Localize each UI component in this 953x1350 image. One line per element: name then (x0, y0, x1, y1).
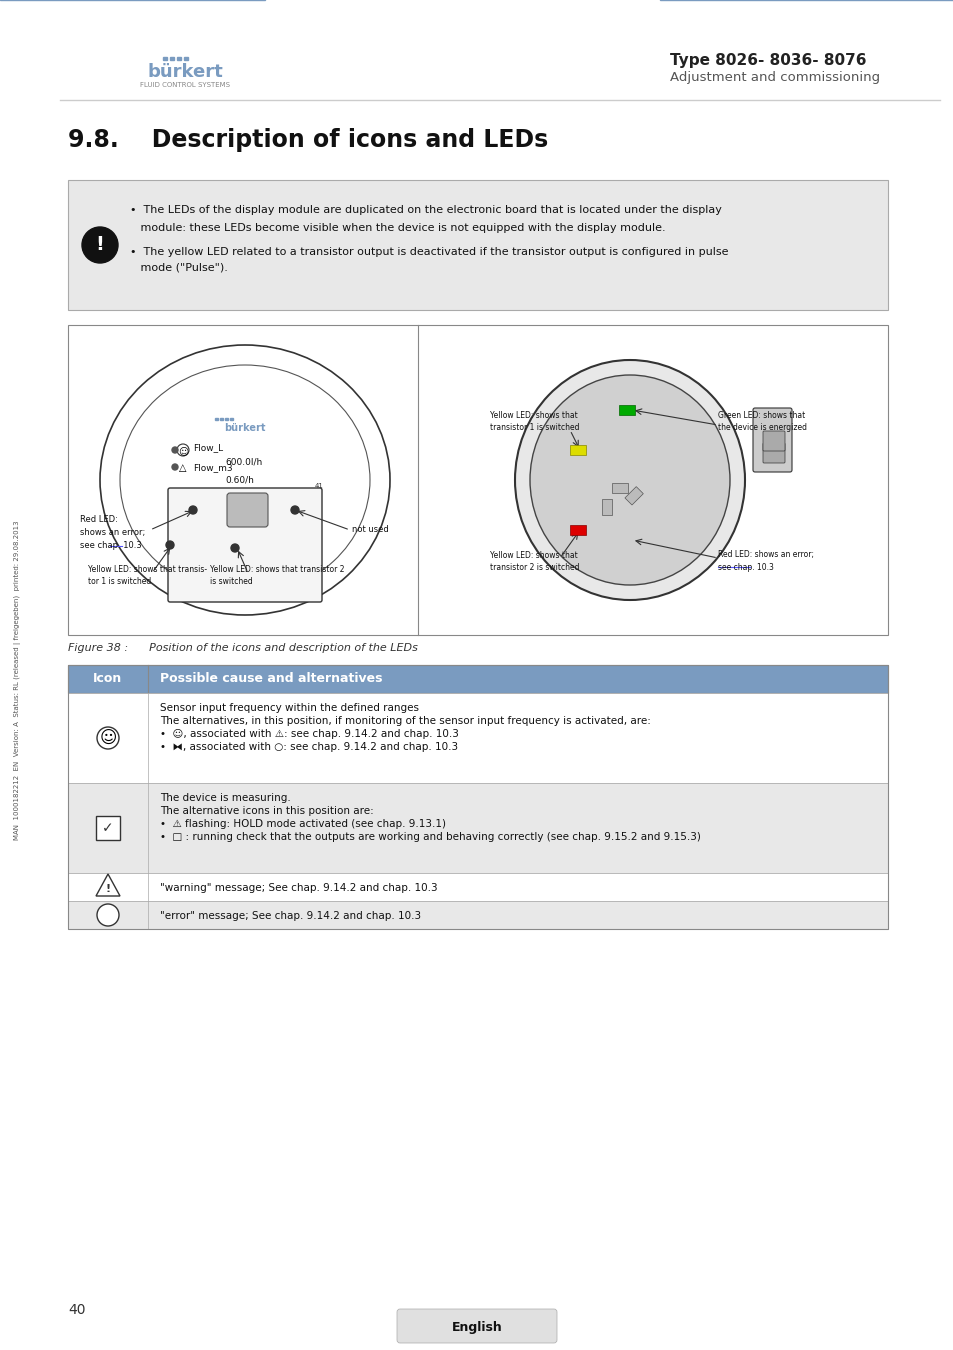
FancyBboxPatch shape (762, 431, 784, 451)
Text: Yellow LED: shows that: Yellow LED: shows that (490, 551, 578, 559)
Text: MAN  1000182212  EN  Version: A  Status: RL (released | freigegeben)  printed: 2: MAN 1000182212 EN Version: A Status: RL … (14, 520, 22, 840)
Circle shape (166, 541, 173, 549)
Text: Red LED:: Red LED: (80, 516, 118, 525)
Bar (214, 418, 218, 420)
FancyBboxPatch shape (752, 408, 791, 472)
Text: bürkert: bürkert (147, 63, 223, 81)
Text: Yellow LED: shows that transistor 2: Yellow LED: shows that transistor 2 (210, 566, 344, 575)
Text: "error" message; See chap. 9.14.2 and chap. 10.3: "error" message; See chap. 9.14.2 and ch… (160, 911, 420, 921)
Text: Icon: Icon (93, 672, 123, 686)
Bar (230, 418, 233, 420)
Bar (68, 900, 887, 929)
Text: The alternatives, in this position, if monitoring of the sensor input frequency : The alternatives, in this position, if m… (160, 716, 650, 726)
Bar (569, 446, 585, 455)
Polygon shape (96, 873, 120, 896)
Bar (68, 693, 887, 783)
Bar (68, 873, 887, 900)
Text: Flow_m3: Flow_m3 (193, 463, 233, 472)
Bar (184, 57, 188, 59)
Ellipse shape (515, 360, 744, 599)
Text: transistor 2 is switched: transistor 2 is switched (490, 563, 578, 571)
Ellipse shape (530, 375, 729, 585)
Text: Figure 38 :      Position of the icons and description of the LEDs: Figure 38 : Position of the icons and de… (68, 643, 417, 653)
Text: 600.0l/h: 600.0l/h (225, 458, 262, 467)
Text: △: △ (179, 463, 187, 472)
FancyBboxPatch shape (168, 487, 322, 602)
Bar (612, 483, 627, 493)
Text: Adjustment and commissioning: Adjustment and commissioning (669, 72, 880, 85)
Bar (68, 666, 887, 693)
Circle shape (189, 506, 196, 514)
Text: bürkert: bürkert (224, 423, 266, 433)
Bar (170, 57, 173, 59)
Text: Sensor input frequency within the defined ranges: Sensor input frequency within the define… (160, 703, 418, 713)
Circle shape (231, 544, 239, 552)
Text: English: English (451, 1320, 502, 1334)
Bar (163, 57, 167, 59)
Bar (177, 57, 181, 59)
Text: •  ☺, associated with ⚠: see chap. 9.14.2 and chap. 10.3: • ☺, associated with ⚠: see chap. 9.14.2… (160, 729, 458, 738)
FancyBboxPatch shape (396, 1310, 557, 1343)
Bar (569, 525, 585, 535)
Bar (601, 500, 612, 514)
Circle shape (172, 447, 178, 454)
Text: mode ("Pulse").: mode ("Pulse"). (130, 263, 228, 273)
Bar (96, 815, 120, 840)
Circle shape (172, 464, 178, 470)
FancyBboxPatch shape (68, 180, 887, 310)
Bar (624, 486, 642, 505)
Text: shows an error;: shows an error; (80, 528, 145, 537)
Text: !: ! (95, 235, 104, 255)
Bar (618, 405, 635, 414)
Text: "warning" message; See chap. 9.14.2 and chap. 10.3: "warning" message; See chap. 9.14.2 and … (160, 883, 437, 892)
Text: tor 1 is switched: tor 1 is switched (88, 578, 152, 586)
Text: Flow_L: Flow_L (193, 444, 223, 452)
Bar (68, 325, 887, 634)
Text: Green LED: shows that: Green LED: shows that (718, 410, 804, 420)
Text: 0.60/h: 0.60/h (225, 475, 253, 485)
Text: 40: 40 (68, 1303, 86, 1318)
Bar (225, 418, 228, 420)
Text: Yellow LED: shows that: Yellow LED: shows that (490, 410, 578, 420)
Circle shape (82, 227, 118, 263)
Text: is switched: is switched (210, 578, 253, 586)
Text: Type 8026- 8036- 8076: Type 8026- 8036- 8076 (669, 53, 865, 68)
Text: Possible cause and alternatives: Possible cause and alternatives (160, 672, 382, 686)
Text: •  ⧓, associated with ○: see chap. 9.14.2 and chap. 10.3: • ⧓, associated with ○: see chap. 9.14.2… (160, 743, 457, 752)
Text: 9.8.    Description of icons and LEDs: 9.8. Description of icons and LEDs (68, 128, 548, 153)
Text: Red LED: shows an error;: Red LED: shows an error; (718, 551, 813, 559)
Text: module: these LEDs become visible when the device is not equipped with the displ: module: these LEDs become visible when t… (130, 223, 665, 234)
Text: •  The yellow LED related to a transistor output is deactivated if the transisto: • The yellow LED related to a transistor… (130, 247, 728, 256)
Circle shape (97, 904, 119, 926)
FancyBboxPatch shape (762, 443, 784, 463)
Text: Yellow LED: shows that transis-: Yellow LED: shows that transis- (88, 566, 207, 575)
Circle shape (177, 444, 189, 456)
Bar (68, 783, 887, 873)
Text: ☺: ☺ (99, 729, 116, 747)
Circle shape (291, 506, 298, 514)
Text: •  The LEDs of the display module are duplicated on the electronic board that is: • The LEDs of the display module are dup… (130, 205, 721, 215)
Text: FLUID CONTROL SYSTEMS: FLUID CONTROL SYSTEMS (140, 82, 230, 88)
FancyBboxPatch shape (227, 493, 268, 526)
Ellipse shape (100, 346, 390, 616)
Text: transistor 1 is switched: transistor 1 is switched (490, 423, 578, 432)
Text: ✓: ✓ (102, 821, 113, 836)
Text: see chap. 10.3: see chap. 10.3 (718, 563, 773, 571)
Text: 41: 41 (314, 483, 323, 489)
Text: The alternative icons in this position are:: The alternative icons in this position a… (160, 806, 374, 815)
Bar (220, 418, 223, 420)
Text: see chap. 10.3: see chap. 10.3 (80, 541, 142, 551)
Text: !: ! (106, 884, 111, 894)
Circle shape (97, 728, 119, 749)
Bar (68, 666, 887, 929)
Text: not used: not used (352, 525, 388, 535)
Text: The device is measuring.: The device is measuring. (160, 792, 291, 803)
Text: the device is energized: the device is energized (718, 423, 806, 432)
Text: ☺: ☺ (178, 446, 188, 456)
Text: •  □ : running check that the outputs are working and behaving correctly (see ch: • □ : running check that the outputs are… (160, 832, 700, 842)
Text: •  ⚠ flashing: HOLD mode activated (see chap. 9.13.1): • ⚠ flashing: HOLD mode activated (see c… (160, 819, 446, 829)
Ellipse shape (120, 364, 370, 595)
